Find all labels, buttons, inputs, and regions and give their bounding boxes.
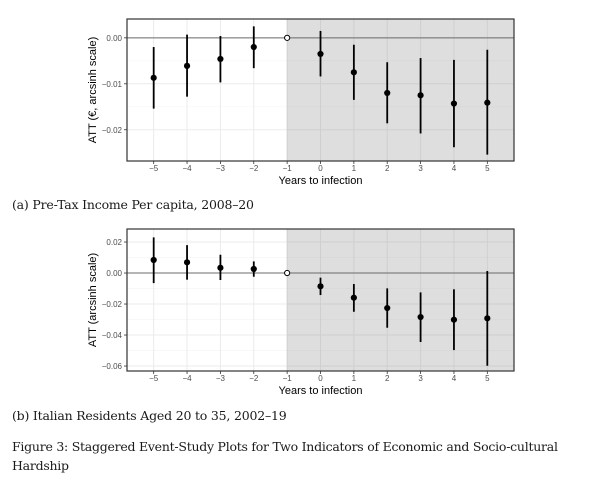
x-axis-title: Years to infection — [279, 175, 363, 187]
point-estimate-marker — [317, 50, 324, 58]
point-estimate-marker — [150, 74, 157, 81]
y-axis-title: ATT (arcsinh scale) — [87, 253, 99, 347]
point-estimate-marker — [250, 265, 257, 273]
x-tick-label: −5 — [149, 374, 159, 383]
reference-period-marker — [284, 269, 291, 277]
x-tick-label: −3 — [216, 164, 226, 173]
point-estimate-marker — [450, 316, 458, 323]
point-estimate-marker — [417, 92, 424, 99]
point-estimate-marker — [484, 315, 491, 322]
figure-caption: Figure 3: Staggered Event-Study Plots fo… — [12, 439, 558, 473]
post-period-shade — [287, 229, 514, 371]
x-tick-label: −3 — [216, 374, 226, 383]
point-estimate-marker — [217, 264, 224, 271]
chart-panel-b: 0.02 0.00 −0.02 −0.04 −0.06 −5 −4 −3 −2 −1 0 1 2 3 4 5 Y… — [87, 228, 515, 397]
x-tick-label: −1 — [283, 164, 293, 173]
point-estimate-marker — [183, 62, 191, 69]
y-tick-label: 0.02 — [106, 238, 122, 247]
point-estimate-marker — [250, 43, 257, 51]
x-tick-label: 2 — [385, 374, 390, 383]
x-tick-label: 0 — [318, 164, 323, 173]
point-estimate-marker — [217, 55, 224, 63]
point-estimate-marker — [484, 99, 491, 106]
x-tick-label: −1 — [283, 374, 293, 383]
x-tick-label: 0 — [318, 374, 323, 383]
point-estimate-marker — [317, 283, 324, 290]
point-estimate-marker — [384, 304, 391, 312]
y-axis-title: ATT (€, arcsinh scale) — [87, 37, 99, 144]
x-tick-label: −2 — [249, 374, 259, 383]
x-tick-label: 1 — [352, 164, 357, 173]
y-tick-label: 0.00 — [106, 34, 122, 43]
x-tick-label: 1 — [352, 374, 357, 383]
panel-b-caption: (b) Italian Residents Aged 20 to 35, 200… — [12, 408, 287, 423]
point-estimate-marker — [450, 100, 458, 107]
point-estimate-marker — [350, 294, 357, 301]
point-estimate-marker — [183, 259, 191, 266]
x-tick-label: −4 — [182, 374, 192, 383]
y-tick-label: −0.02 — [102, 300, 123, 309]
y-tick-label: −0.04 — [102, 331, 123, 340]
x-tick-label: 5 — [485, 164, 490, 173]
y-tick-label: −0.06 — [102, 362, 123, 371]
y-tick-label: 0.00 — [106, 269, 122, 278]
reference-period-marker — [284, 34, 291, 41]
x-tick-label: −5 — [149, 164, 159, 173]
y-tick-label: −0.02 — [102, 126, 123, 135]
x-tick-label: 4 — [452, 164, 457, 173]
x-tick-label: 5 — [485, 374, 490, 383]
point-estimate-marker — [150, 256, 157, 264]
y-tick-label: −0.01 — [102, 80, 123, 89]
x-tick-label: 3 — [418, 164, 423, 173]
x-axis-title: Years to infection — [279, 385, 363, 397]
x-tick-label: 2 — [385, 164, 390, 173]
post-period-shade — [287, 19, 514, 161]
point-estimate-marker — [350, 69, 357, 76]
x-tick-label: −4 — [182, 164, 192, 173]
x-tick-label: 4 — [452, 374, 457, 383]
x-tick-label: −2 — [249, 164, 259, 173]
point-estimate-marker — [417, 313, 424, 321]
x-tick-label: 3 — [418, 374, 423, 383]
point-estimate-marker — [384, 89, 391, 97]
panel-a-caption: (a) Pre-Tax Income Per capita, 2008–20 — [12, 197, 254, 212]
chart-panel-a: 0.00 −0.01 −0.02 −5 −4 −3 −2 −1 0 1 2 3 4 5 Years to i… — [87, 18, 515, 187]
